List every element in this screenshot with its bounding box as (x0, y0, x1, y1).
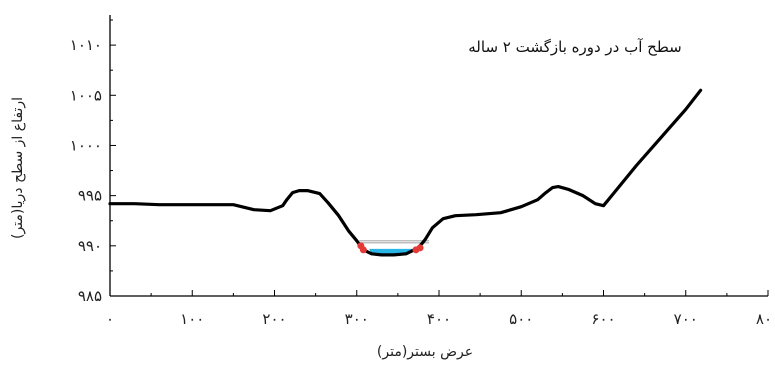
x-tick-label: ۸۰۰ (756, 310, 775, 328)
x-axis-label: عرض بستر(متر) (377, 344, 473, 360)
series-group (108, 88, 703, 257)
x-tick-label: ۳۰۰ (345, 310, 369, 328)
y-tick-label: ۱۰۰۰ (70, 136, 102, 154)
y-tick-label: ۹۹۰ (78, 237, 102, 255)
x-tick-label: ۷۰۰ (674, 310, 698, 328)
y-tick-label: ۱۰۱۰ (70, 36, 102, 54)
y-axis-label: ارتفاع از سطح دریا(متر) (10, 97, 26, 239)
x-axis-ticks: ۰ ۱۰۰ ۲۰۰ ۳۰۰ ۴۰۰ ۵۰۰ ۶۰۰ ۷۰۰ ۸۰۰ (106, 290, 775, 328)
axes-frame (109, 15, 768, 297)
annotation-label: سطح آب در دوره بازگشت ۲ ساله (468, 38, 681, 56)
x-tick-label: ۲۰۰ (262, 310, 286, 328)
y-axis-ticks: ۹۸۵ ۹۹۰ ۹۹۵ ۱۰۰۰ ۱۰۰۵ ۱۰۱۰ (70, 19, 116, 305)
x-tick-label: ۶۰۰ (591, 310, 615, 328)
y-tick-label: ۹۸۵ (78, 287, 102, 305)
x-tick-label: ۱۰۰ (180, 310, 204, 328)
bank-markers-group (357, 242, 424, 254)
bank-marker (359, 246, 367, 254)
riverbed-profile-line (108, 88, 703, 257)
y-tick-label: ۹۹۵ (78, 187, 102, 205)
bank-marker (416, 244, 424, 252)
x-tick-label: ۵۰۰ (509, 310, 533, 328)
x-tick-label: ۴۰۰ (427, 310, 451, 328)
x-tick-label: ۰ (106, 310, 114, 328)
y-tick-label: ۱۰۰۵ (70, 86, 102, 104)
